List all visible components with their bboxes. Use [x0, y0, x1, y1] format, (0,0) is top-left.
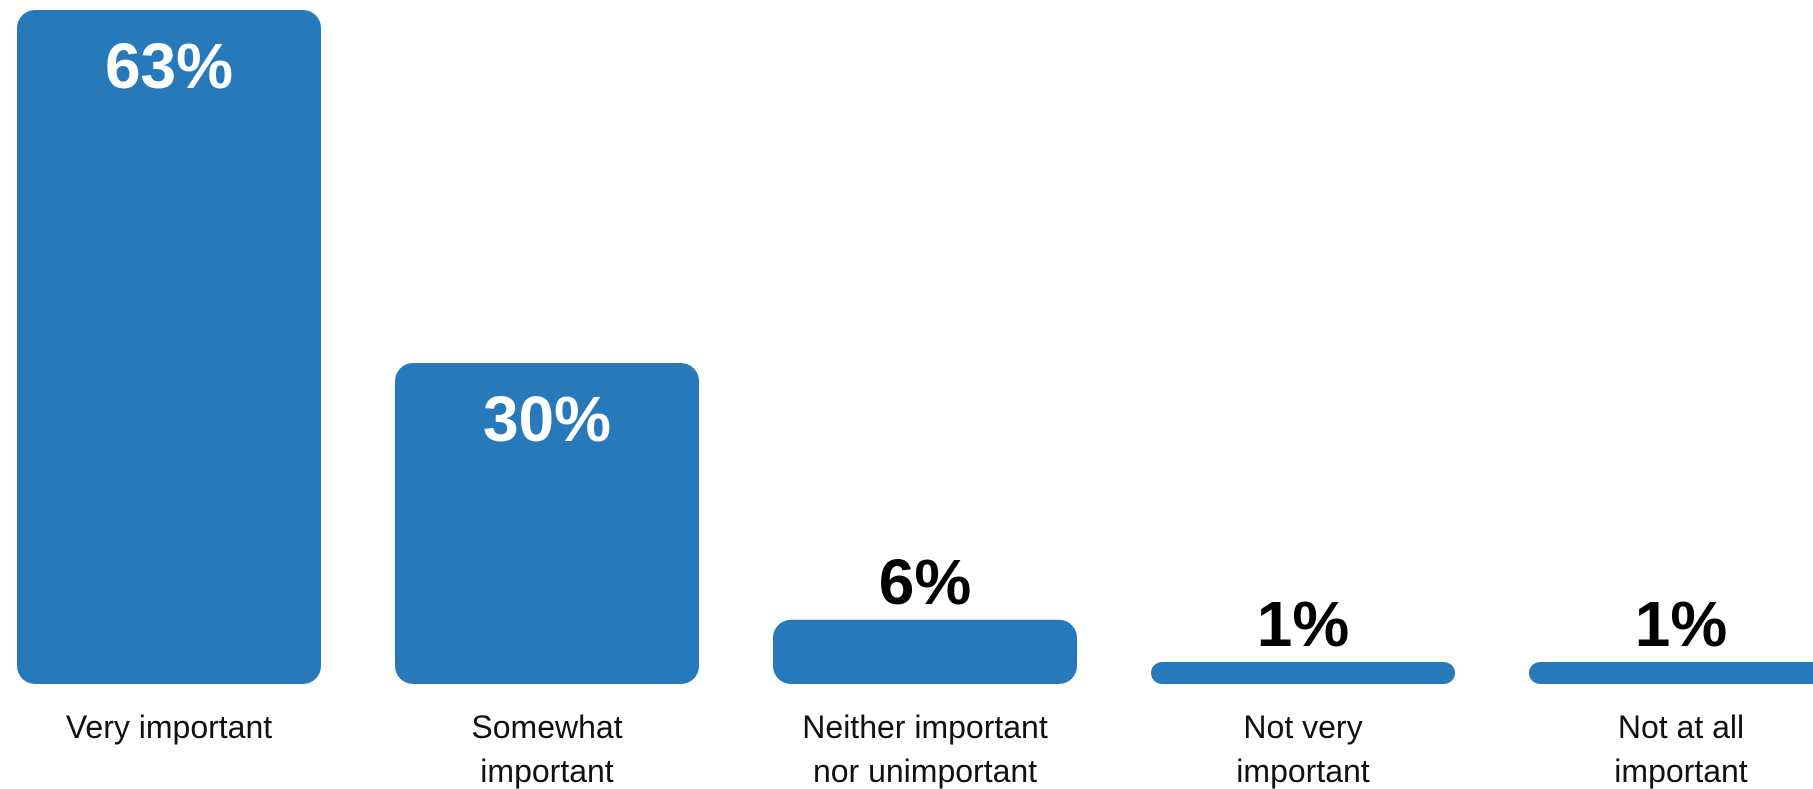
category-label-line: Somewhat — [471, 709, 622, 745]
bar — [773, 619, 1077, 684]
category-label: Not very important — [1236, 709, 1370, 789]
bar — [395, 363, 699, 684]
value-labels-group: 63% 30% 6% 1% 1% — [105, 30, 1727, 660]
bar — [17, 10, 321, 684]
category-label-line: important — [1614, 753, 1748, 789]
category-label-line: Neither important — [802, 709, 1048, 745]
category-label-line: important — [480, 753, 614, 789]
bar-value-label: 1% — [1635, 588, 1728, 660]
bar-value-label: 1% — [1257, 588, 1350, 660]
bars-group — [17, 10, 1813, 684]
category-label: Neither important nor unimportant — [802, 709, 1048, 789]
bar — [1151, 662, 1455, 684]
bar-value-label: 30% — [483, 383, 611, 455]
category-labels-group: Very important Somewhat important Neither i… — [66, 709, 1748, 789]
category-label: Somewhat important — [471, 709, 622, 789]
bar-value-label: 63% — [105, 30, 233, 102]
category-label-line: important — [1236, 753, 1370, 789]
category-label: Not at all important — [1614, 709, 1748, 789]
category-label: Very important — [66, 709, 272, 745]
category-label-line: nor unimportant — [813, 753, 1037, 789]
category-label-line: Not very — [1243, 709, 1362, 745]
category-label-line: Not at all — [1618, 709, 1744, 745]
category-label-line: Very important — [66, 709, 272, 745]
bar-value-label: 6% — [879, 546, 972, 618]
bar — [1529, 662, 1813, 684]
